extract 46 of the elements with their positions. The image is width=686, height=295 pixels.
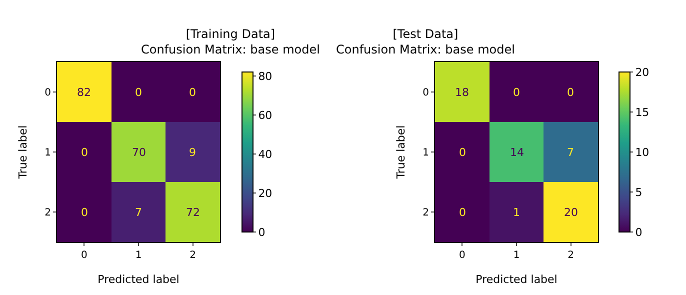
- color-bar-label: 20: [635, 66, 650, 79]
- color-bar-label: 20: [258, 186, 272, 200]
- data-label: 18: [455, 86, 469, 99]
- y-axis-title: True label: [394, 125, 408, 180]
- data-label: 0: [189, 86, 196, 99]
- data-label: 82: [77, 86, 91, 99]
- color-bar-label: 0: [635, 226, 642, 239]
- color-bar-label: 0: [258, 226, 266, 239]
- color-bar-label: 10: [635, 146, 650, 159]
- data-label: 72: [186, 206, 200, 219]
- data-label: 0: [459, 206, 466, 219]
- x-tick-label: 1: [513, 250, 520, 261]
- color-bar-label: 40: [258, 148, 272, 161]
- data-label: 1: [513, 206, 520, 219]
- x-tick-label: 0: [80, 250, 88, 261]
- color-bar-label: 5: [635, 186, 642, 199]
- data-label: 0: [459, 146, 466, 159]
- x-axis-title: Predicted label: [476, 273, 558, 286]
- color-bar-label: 15: [635, 106, 650, 119]
- data-label: 9: [189, 146, 196, 159]
- x-tick-label: 2: [190, 250, 196, 261]
- y-tick-label: 0: [44, 88, 51, 98]
- y-axis-title: True label: [16, 125, 30, 180]
- y-tick-label: 2: [422, 208, 429, 218]
- chart-title: [Training Data] Confusion Matrix: base model: [141, 27, 320, 57]
- data-label: 70: [132, 146, 146, 159]
- data-label: 0: [81, 206, 88, 219]
- color-bar-label: 60: [258, 108, 272, 122]
- y-tick-label: 0: [422, 88, 429, 98]
- chart-title: [Test Data] Confusion Matrix: base model: [336, 27, 515, 57]
- data-label: 0: [81, 146, 88, 159]
- data-label: 0: [567, 86, 574, 99]
- data-label: 0: [135, 86, 142, 99]
- x-axis-title: Predicted label: [98, 273, 180, 286]
- data-label: 7: [135, 206, 142, 219]
- data-label: 0: [513, 86, 520, 99]
- color-bar-label: 80: [258, 70, 272, 83]
- y-tick-label: 1: [422, 148, 429, 158]
- x-tick-label: 2: [568, 250, 574, 261]
- x-tick-label: 0: [458, 250, 466, 261]
- data-label: 14: [510, 146, 524, 159]
- y-tick-label: 2: [44, 208, 51, 218]
- y-tick-label: 1: [44, 148, 51, 158]
- data-label: 7: [567, 146, 574, 159]
- data-label: 20: [564, 206, 578, 219]
- x-tick-label: 1: [135, 250, 142, 261]
